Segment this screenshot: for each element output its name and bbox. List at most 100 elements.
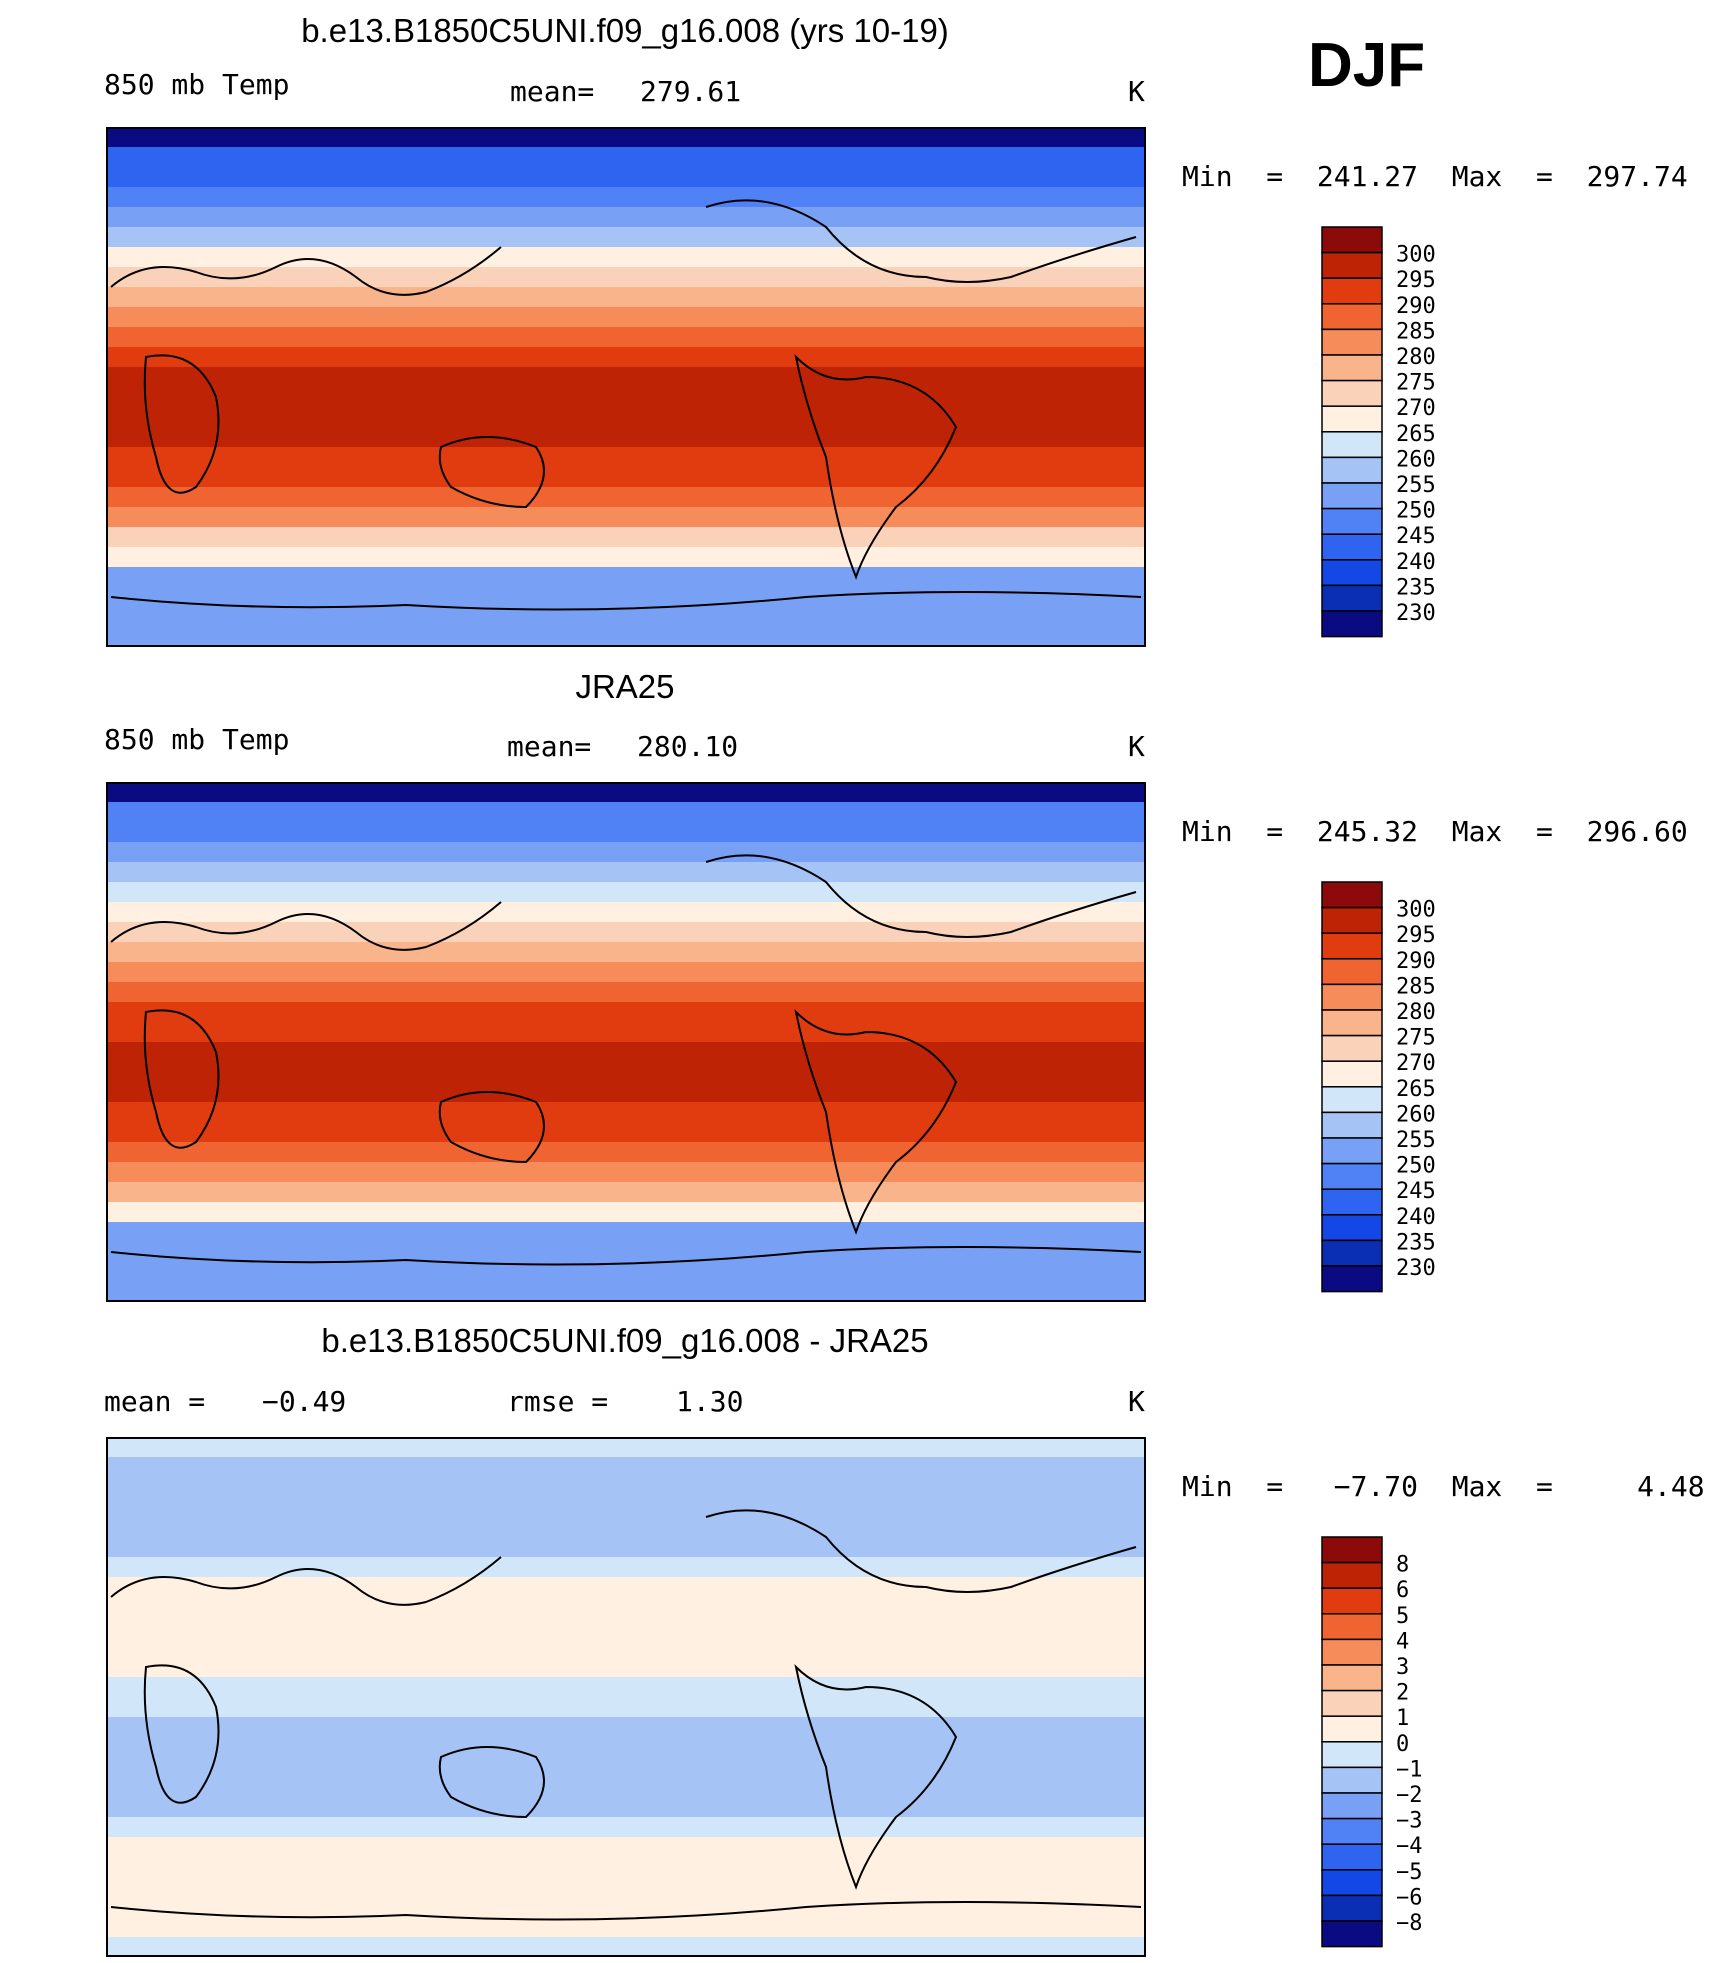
panel2-units: K	[1128, 730, 1145, 763]
colorbar-box	[1321, 277, 1383, 305]
colorbar-box	[1321, 1638, 1383, 1666]
panel3-map	[106, 1437, 1146, 1957]
field-band	[106, 467, 1146, 488]
colorbar-box	[1321, 431, 1383, 459]
colorbar-label: 285	[1396, 319, 1436, 344]
colorbar-box	[1321, 610, 1383, 638]
field-band	[106, 1617, 1146, 1638]
colorbar-box	[1321, 1239, 1383, 1267]
panel1-colorbar: 3002952902852802752702652602552502452402…	[1321, 226, 1436, 638]
colorbar-box	[1321, 482, 1383, 510]
colorbar-box	[1321, 1664, 1383, 1692]
field-band	[106, 427, 1146, 448]
field-band	[106, 1577, 1146, 1598]
colorbar-label: 260	[1396, 447, 1436, 472]
panel3-rmse-value: 1.30	[676, 1385, 744, 1418]
colorbar-label: 260	[1396, 1102, 1436, 1127]
field-band	[106, 1182, 1146, 1203]
colorbar-label: 300	[1396, 898, 1436, 923]
colorbar-label: 245	[1396, 524, 1436, 549]
field-band	[106, 387, 1146, 408]
panel3-rmse-label: rmse =	[507, 1385, 609, 1418]
panel2-colorbar: 3002952902852802752702652602552502452402…	[1321, 881, 1436, 1293]
field-band	[106, 407, 1146, 428]
field-band	[106, 607, 1146, 628]
panel2-range-text: Min = 245.32 Max = 296.60	[1182, 815, 1688, 848]
field-band	[106, 327, 1146, 348]
colorbar-label: 240	[1396, 1205, 1436, 1230]
field-band	[106, 1002, 1146, 1023]
colorbar-label: 265	[1396, 1077, 1436, 1102]
field-band	[106, 367, 1146, 388]
panel1-mean-value: 279.61	[640, 75, 742, 108]
colorbar-label: 270	[1396, 1051, 1436, 1076]
field-band	[106, 1877, 1146, 1898]
colorbar-box	[1321, 251, 1383, 279]
colorbar-box	[1321, 932, 1383, 960]
colorbar-label: −1	[1396, 1757, 1423, 1782]
field-band	[106, 1917, 1146, 1938]
colorbar-label: 280	[1396, 345, 1436, 370]
field-band	[106, 1657, 1146, 1678]
field-band	[106, 247, 1146, 268]
field-band	[106, 1242, 1146, 1263]
colorbar-label: 285	[1396, 974, 1436, 999]
colorbar-label: 255	[1396, 473, 1436, 498]
colorbar-label: −5	[1396, 1860, 1423, 1885]
colorbar-label: 8	[1396, 1553, 1409, 1578]
colorbar-label: 235	[1396, 1230, 1436, 1255]
field-band	[106, 1437, 1146, 1458]
colorbar-label: 270	[1396, 396, 1436, 421]
colorbar-box	[1321, 1188, 1383, 1216]
panel3-coastlines	[110, 1509, 1142, 1921]
colorbar-label: 290	[1396, 294, 1436, 319]
colorbar-label: 300	[1396, 243, 1436, 268]
panel2-coastlines	[110, 854, 1142, 1266]
field-band	[106, 347, 1146, 368]
field-band	[106, 1162, 1146, 1183]
colorbar-box	[1321, 507, 1383, 535]
colorbar-label: 280	[1396, 1000, 1436, 1025]
colorbar-box	[1321, 1111, 1383, 1139]
colorbar-label: −2	[1396, 1783, 1423, 1808]
field-band	[106, 1122, 1146, 1143]
panel3-title: b.e13.B1850C5UNI.f09_g16.008 - JRA25	[321, 1322, 929, 1359]
field-band	[106, 547, 1146, 568]
panel3-range-text: Min = −7.70 Max = 4.48	[1182, 1470, 1705, 1503]
panel3-mean-value: −0.49	[262, 1385, 347, 1418]
colorbar-label: −6	[1396, 1885, 1423, 1910]
field-band	[106, 1537, 1146, 1558]
colorbar-box	[1321, 559, 1383, 587]
field-band	[106, 1202, 1146, 1223]
field-band	[106, 567, 1146, 588]
field-band	[106, 902, 1146, 923]
colorbar-label: 250	[1396, 499, 1436, 524]
field-band	[106, 1677, 1146, 1698]
colorbar-label: −3	[1396, 1809, 1423, 1834]
colorbar-box	[1321, 584, 1383, 612]
field-band	[106, 962, 1146, 983]
colorbar-box	[1321, 1086, 1383, 1114]
field-band	[106, 882, 1146, 903]
field-band	[106, 1062, 1146, 1083]
field-band	[106, 842, 1146, 863]
field-band	[106, 507, 1146, 528]
colorbar-box	[1321, 1060, 1383, 1088]
field-band	[106, 1517, 1146, 1538]
colorbar-label: 275	[1396, 371, 1436, 396]
colorbar-label: 235	[1396, 575, 1436, 600]
panel1-variable-label: 850 mb Temp	[104, 68, 290, 101]
colorbar-label: 255	[1396, 1128, 1436, 1153]
field-band	[106, 587, 1146, 608]
colorbar-label: 275	[1396, 1026, 1436, 1051]
colorbar-label: 0	[1396, 1732, 1409, 1757]
colorbar-box	[1321, 1817, 1383, 1845]
field-band	[106, 1737, 1146, 1758]
colorbar-label: 3	[1396, 1655, 1409, 1680]
colorbar-box	[1321, 881, 1383, 909]
field-band	[106, 1757, 1146, 1778]
field-band	[106, 627, 1146, 647]
field-band	[106, 1142, 1146, 1163]
field-band	[106, 487, 1146, 508]
